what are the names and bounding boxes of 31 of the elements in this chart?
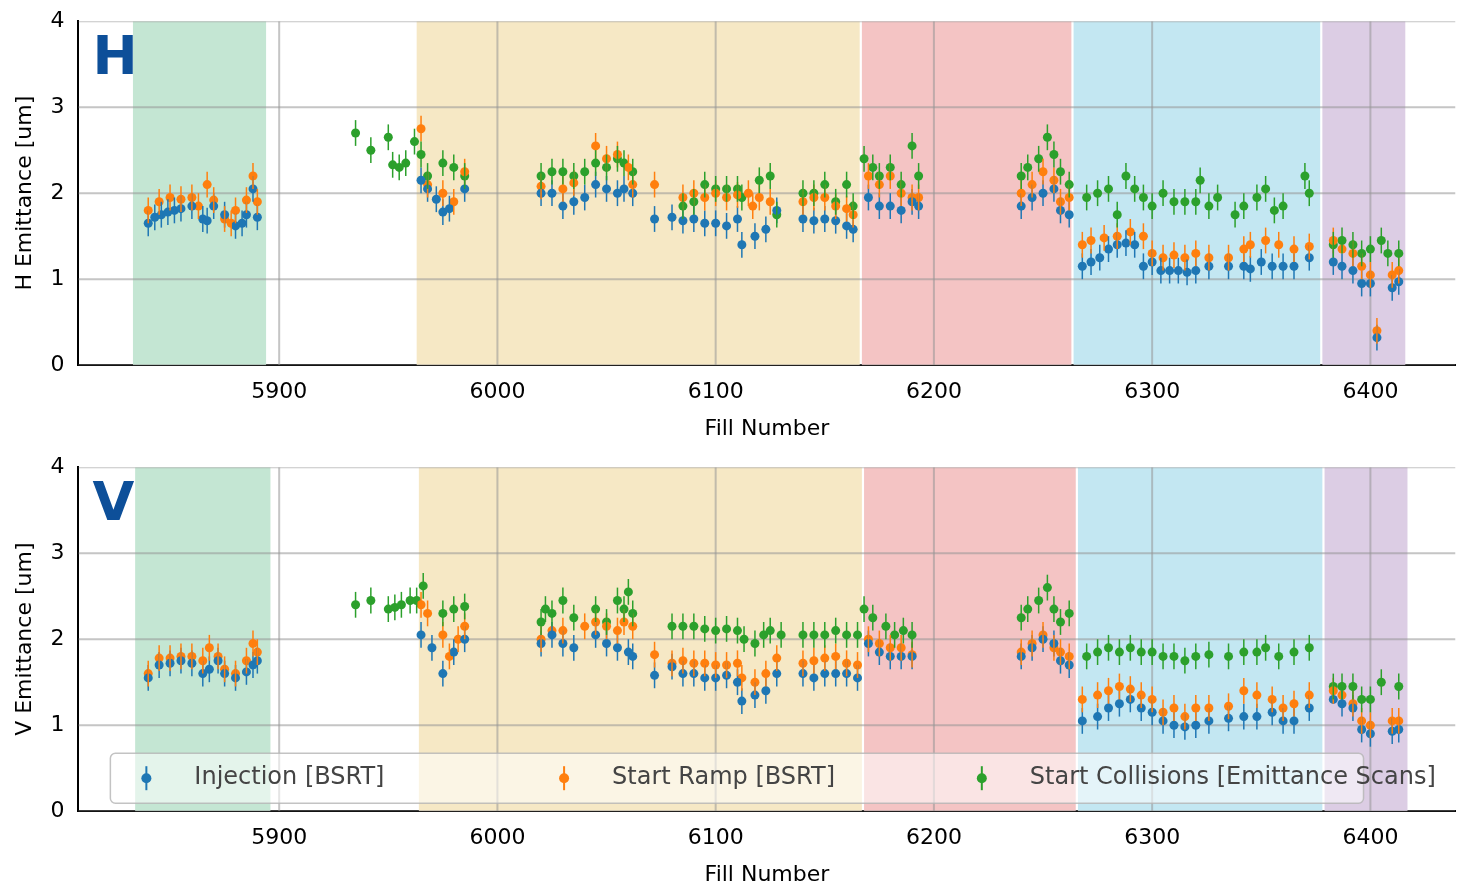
x-tick-label: 6200: [905, 378, 962, 404]
y-tick-label: 4: [50, 452, 65, 478]
legend-label: Start Ramp [BSRT]: [612, 762, 836, 791]
y-tick-label: 3: [50, 538, 65, 564]
x-tick-label: 5900: [251, 378, 308, 404]
y-axis-title: V Emittance [um]: [10, 542, 36, 736]
legend-label: Injection [BSRT]: [194, 762, 385, 791]
x-tick-label: 6400: [1342, 824, 1399, 850]
y-tick-label: 4: [50, 6, 65, 32]
y-tick-label: 2: [50, 178, 65, 204]
y-tick-label: 3: [50, 92, 65, 118]
x-tick-label: 6100: [687, 378, 744, 404]
y-axis-title: H Emittance [um]: [10, 95, 36, 291]
annotation: V: [92, 470, 135, 534]
x-tick-label: 6000: [469, 378, 526, 404]
x-tick-label: 6200: [905, 824, 962, 850]
x-tick-label: 6100: [687, 824, 744, 850]
y-tick-label: 0: [50, 796, 65, 822]
y-tick-label: 2: [50, 624, 65, 650]
y-tick-label: 1: [50, 710, 65, 736]
x-axis-title: Fill Number: [704, 414, 831, 440]
annotation: H: [92, 24, 138, 88]
y-tick-label: 0: [50, 350, 65, 376]
x-tick-label: 6400: [1342, 378, 1399, 404]
x-tick-label: 6300: [1124, 378, 1181, 404]
x-axis-title: Fill Number: [704, 860, 831, 886]
x-tick-label: 5900: [251, 824, 308, 850]
legend-label: Start Collisions [Emittance Scans]: [1029, 762, 1436, 791]
y-tick-label: 1: [50, 264, 65, 290]
x-tick-label: 6300: [1124, 824, 1181, 850]
x-tick-label: 6000: [469, 824, 526, 850]
